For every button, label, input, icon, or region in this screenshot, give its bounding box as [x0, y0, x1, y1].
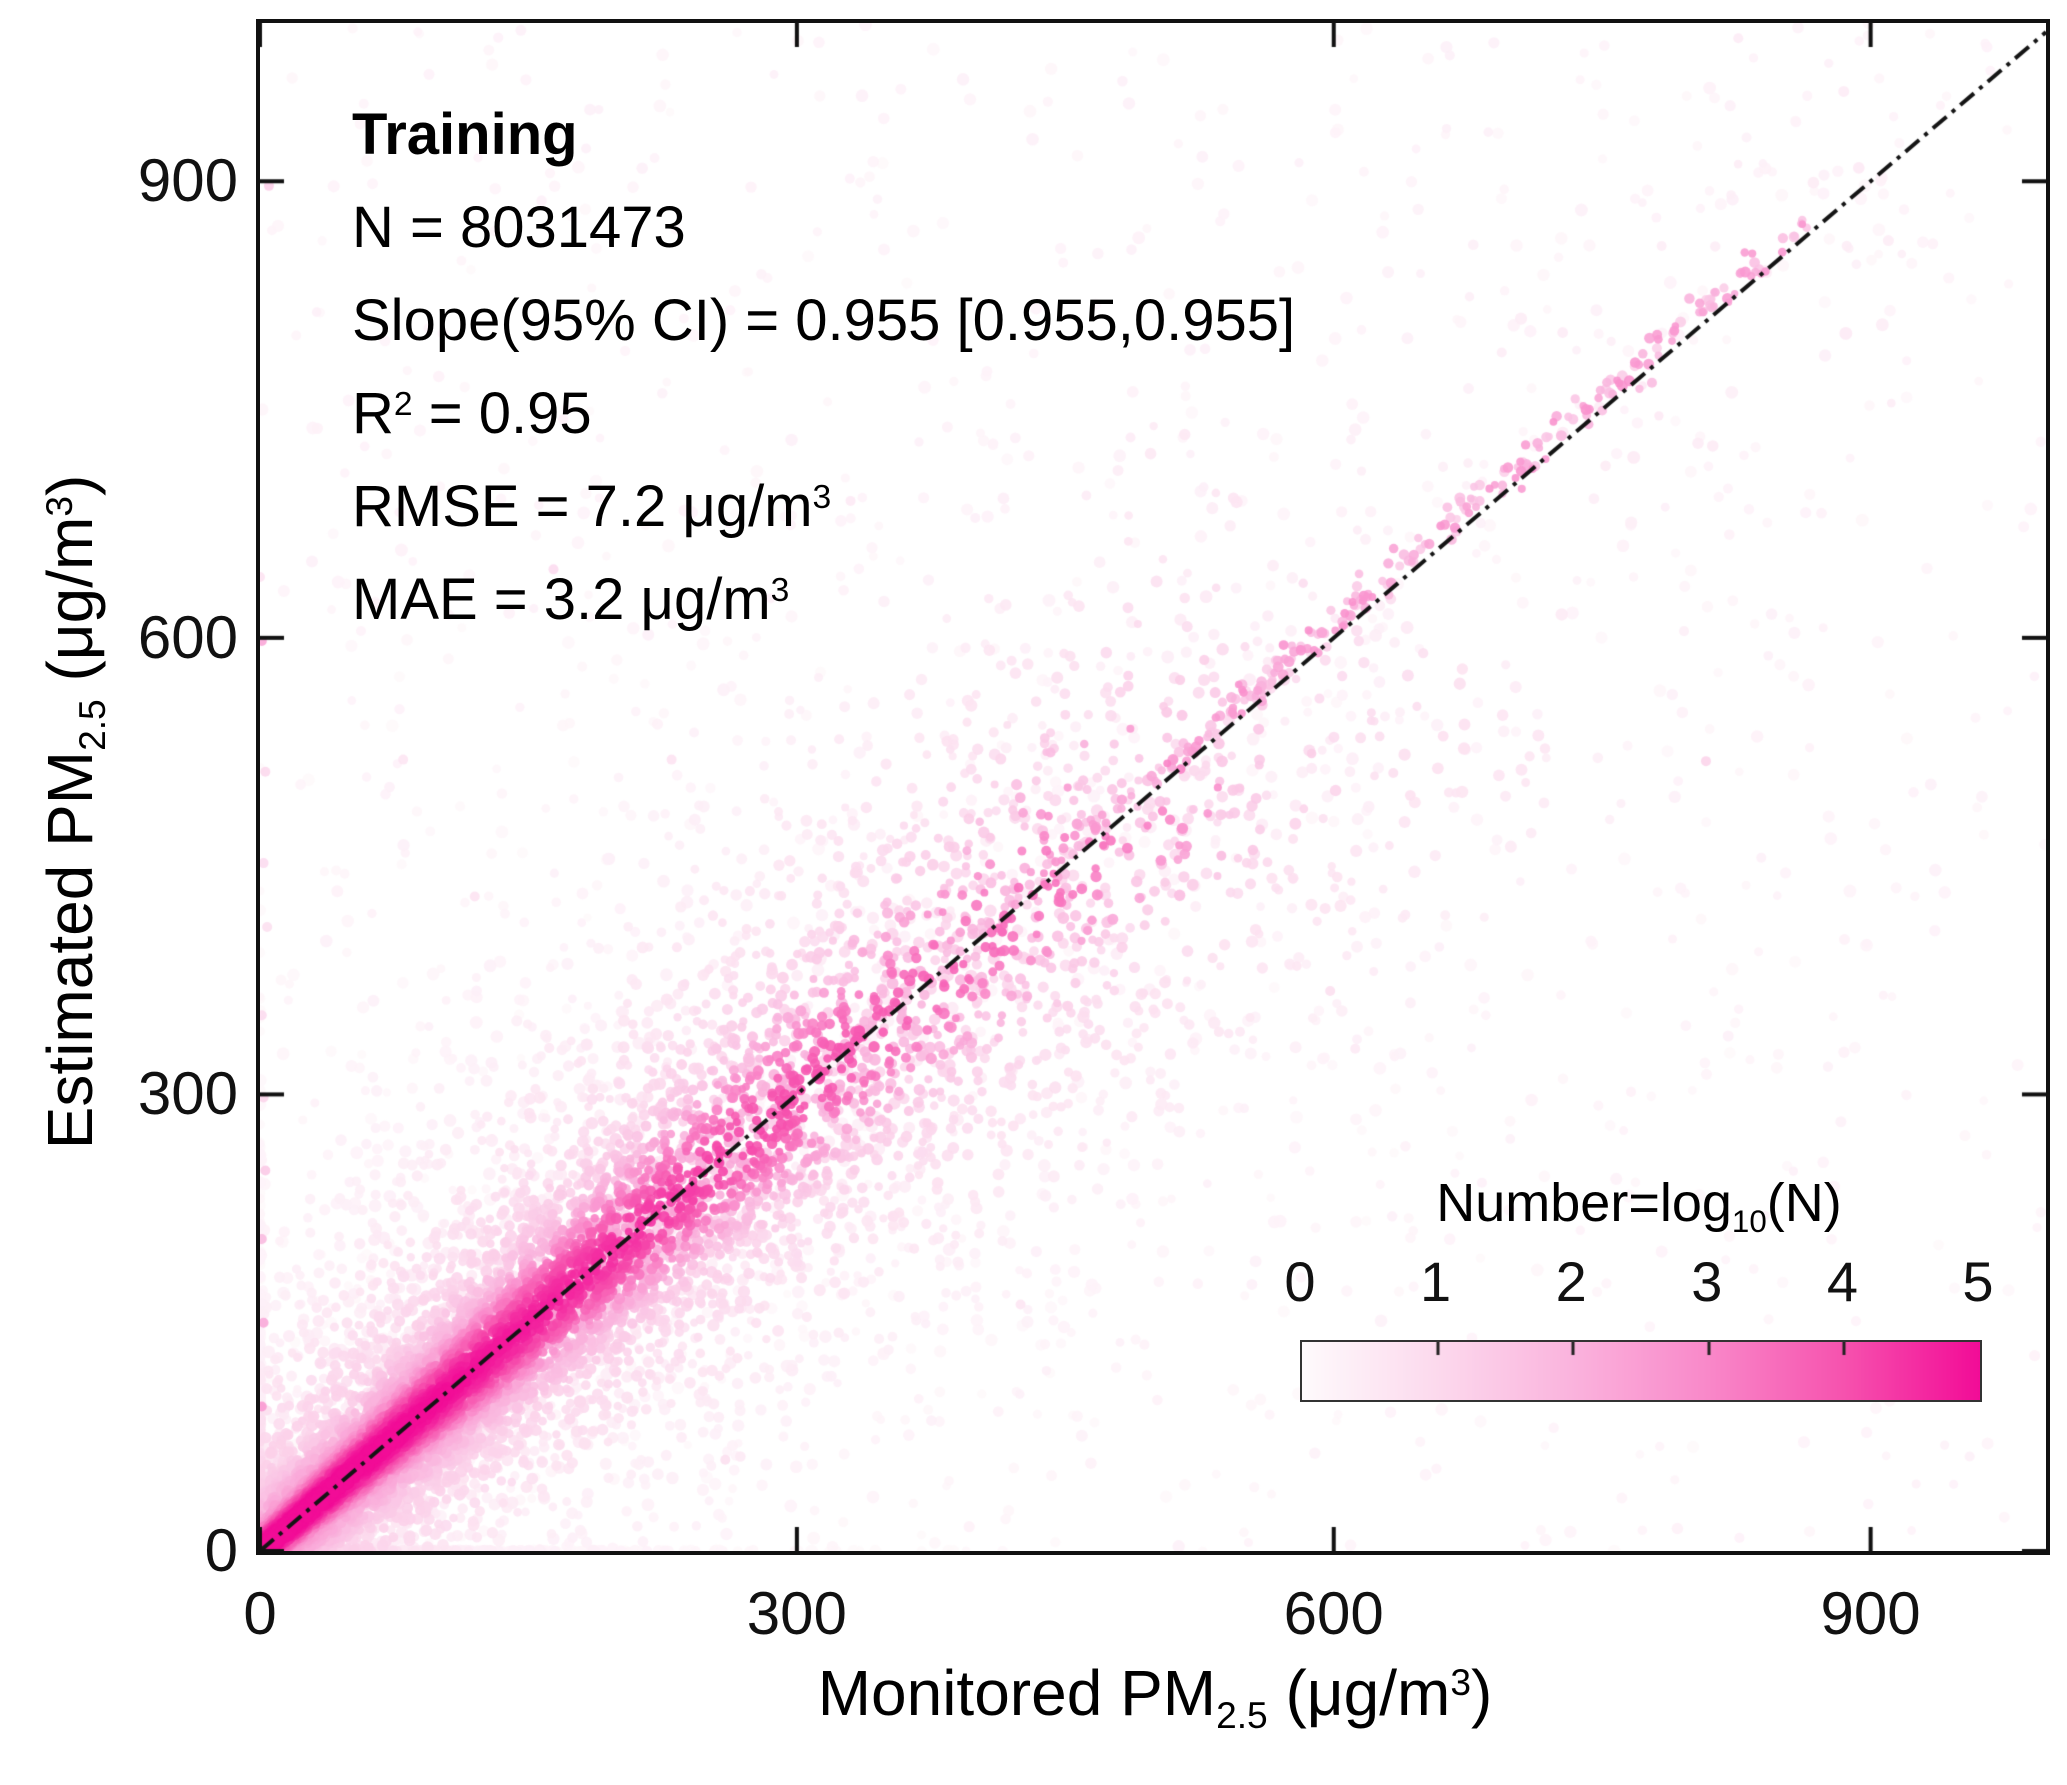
colorbar-tick-label-2: 2 [1555, 1250, 1587, 1313]
colorbar [1300, 1340, 1982, 1402]
subscript: 10 [1731, 1203, 1767, 1239]
y-tick-label-0: 0 [204, 1517, 238, 1584]
colorbar-title: Number=log10(N) [1300, 1172, 1978, 1237]
x-tick-label-300: 300 [746, 1580, 847, 1647]
text-run: Estimated PM [34, 750, 106, 1150]
stats-line-5: MAE = 3.2 μg/m3 [352, 553, 1295, 646]
superscript: 3 [37, 496, 80, 517]
text-run: RMSE = 7.2 μg/m [352, 474, 813, 539]
colorbar-tick-label-3: 3 [1691, 1250, 1723, 1313]
colorbar-tick-label-0: 0 [1284, 1250, 1316, 1313]
text-run: ) [1470, 1657, 1493, 1729]
text-run: = 0.95 [412, 381, 592, 446]
x-axis-label: Monitored PM2.5 (μg/m3) [258, 1656, 2052, 1733]
y-tick-label-600: 600 [137, 603, 238, 671]
y-axis-label: Estimated PM2.5 (μg/m3) [33, 474, 113, 1150]
x-tick-label-0: 0 [243, 1580, 277, 1647]
superscript: 3 [1450, 1660, 1471, 1703]
superscript: 2 [393, 385, 413, 423]
superscript: 3 [770, 571, 790, 609]
x-tick-label-600: 600 [1283, 1580, 1384, 1647]
text-run: N = 8031473 [352, 195, 686, 260]
text-run: MAE = 3.2 μg/m [352, 567, 771, 632]
colorbar-tick-label-4: 4 [1826, 1250, 1858, 1313]
superscript: 3 [812, 478, 832, 516]
text-run: ) [34, 474, 106, 497]
text-run: Number=log [1436, 1173, 1732, 1233]
text-run: Slope(95% CI) = 0.955 [0.955,0.955] [352, 288, 1296, 353]
text-run: R [352, 381, 394, 446]
text-run: (μg/m [34, 516, 106, 700]
stats-line-3: R2 = 0.95 [352, 367, 1295, 460]
x-tick-label-900: 900 [1820, 1580, 1921, 1647]
subscript: 2.5 [1216, 1693, 1268, 1736]
colorbar-tick-labels: 0 1 2 3 4 5 [1284, 1250, 1993, 1314]
scatter-canvas [260, 23, 2046, 1551]
stats-line-1: N = 8031473 [352, 181, 1295, 274]
text-run: Monitored PM [817, 1657, 1217, 1729]
text-run: Training [352, 102, 578, 167]
plot-area [256, 19, 2050, 1555]
stats-line-4: RMSE = 7.2 μg/m3 [352, 460, 1295, 553]
text-run: (N) [1766, 1173, 1842, 1233]
colorbar-gradient [1302, 1342, 1980, 1400]
stats-annotation: Training N = 8031473 Slope(95% CI) = 0.955… [352, 88, 1295, 646]
y-tick-label-900: 900 [137, 147, 238, 215]
colorbar-tick-label-5: 5 [1962, 1250, 1994, 1313]
panel-title: Training [352, 88, 1295, 181]
y-tick-label-300: 300 [137, 1060, 238, 1128]
stats-line-2: Slope(95% CI) = 0.955 [0.955,0.955] [352, 274, 1295, 367]
colorbar-tick-label-1: 1 [1420, 1250, 1452, 1313]
text-run: (μg/m [1267, 1657, 1451, 1729]
subscript: 2.5 [70, 699, 113, 751]
